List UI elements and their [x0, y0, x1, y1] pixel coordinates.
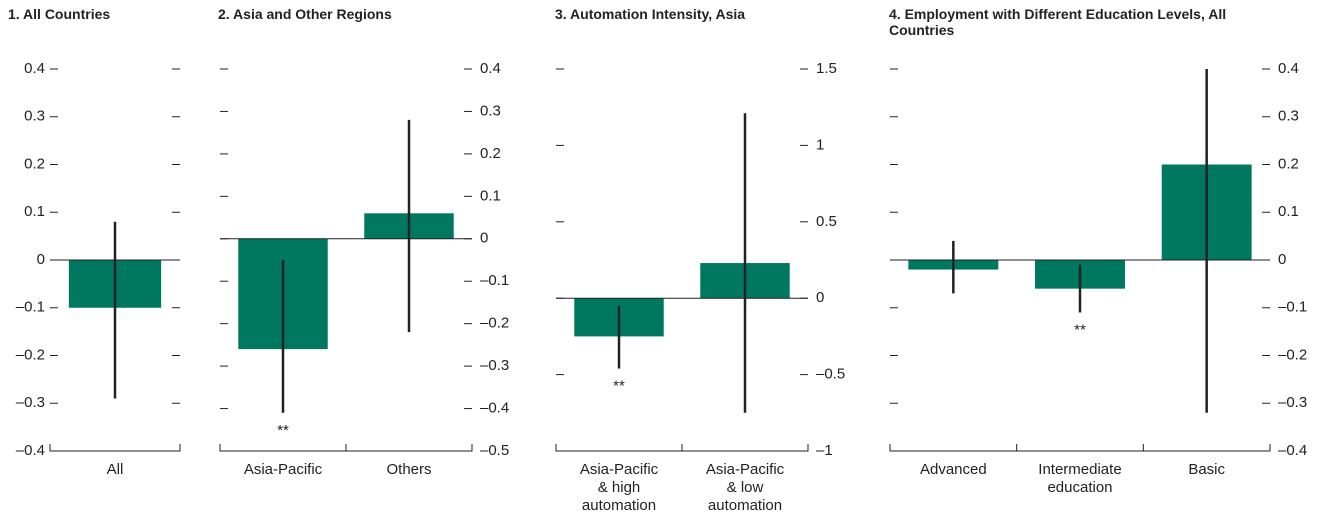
y-tick-label: 0.2: [24, 155, 45, 172]
y-tick-label: –0.4: [16, 442, 45, 459]
y-tick-label: 0.2: [1278, 155, 1299, 172]
y-tick-label: –0.3: [1278, 394, 1307, 411]
x-axis: [219, 444, 473, 452]
panel-title: 1. All Countries: [8, 6, 111, 22]
y-tick-label: –0.1: [1278, 299, 1307, 316]
x-tick-label: Others: [386, 461, 432, 478]
x-tick-label: Asia-Pacific: [243, 461, 323, 478]
y-tick-label: 0.3: [480, 102, 501, 119]
y-tick-label: –0.5: [480, 442, 509, 459]
y-tick-label: 0.2: [480, 145, 501, 162]
y-tick-label: –0.1: [480, 272, 509, 289]
y-tick-label: –0.2: [16, 346, 45, 363]
x-axis: [555, 444, 809, 452]
y-tick-label: 0.1: [1278, 203, 1299, 220]
annotation: **: [1074, 321, 1086, 338]
y-tick-label: 0.1: [24, 203, 45, 220]
x-tick-label: Asia-Pacific & low automation: [705, 461, 785, 514]
y-tick-label: 0.3: [24, 108, 45, 125]
y-tick-label: 0: [480, 230, 488, 247]
y-tick-label: –0.3: [16, 394, 45, 411]
annotation: **: [613, 377, 625, 394]
x-axis: [889, 444, 1271, 452]
x-axis: [49, 444, 181, 452]
y-tick-label: 0: [1278, 251, 1286, 268]
x-tick-label: Asia-Pacific & high automation: [579, 461, 659, 514]
y-tick-label: 0.5: [816, 213, 837, 230]
y-tick-label: 0: [37, 251, 45, 268]
panel-title: 2. Asia and Other Regions: [218, 6, 392, 22]
x-tick-label: Advanced: [919, 461, 987, 478]
y-tick-label: 0.3: [1278, 108, 1299, 125]
y-tick-label: 0.1: [480, 187, 501, 204]
y-tick-label: –0.5: [816, 366, 845, 383]
y-tick-label: –0.3: [480, 357, 509, 374]
annotation: **: [277, 422, 289, 439]
y-tick-label: –0.1: [16, 299, 45, 316]
y-tick-label: 1: [816, 136, 824, 153]
y-tick-label: 0.4: [24, 60, 45, 77]
y-tick-label: 1.5: [816, 60, 837, 77]
x-tick-label: All: [106, 461, 124, 478]
y-tick-label: 0.4: [1278, 60, 1299, 77]
y-tick-label: –0.4: [480, 400, 509, 417]
panel-title: 3. Automation Intensity, Asia: [555, 6, 746, 22]
y-tick-label: –0.4: [1278, 442, 1307, 459]
x-tick-label: Intermediate education: [1038, 461, 1122, 496]
panel-title: 4. Employment with Different Education L…: [889, 6, 1227, 38]
y-tick-label: –1: [816, 442, 833, 459]
y-tick-label: –0.2: [480, 315, 509, 332]
x-tick-label: Basic: [1188, 461, 1225, 478]
y-tick-label: –0.2: [1278, 346, 1307, 363]
y-tick-label: 0.4: [480, 60, 501, 77]
y-tick-label: 0: [816, 289, 824, 306]
